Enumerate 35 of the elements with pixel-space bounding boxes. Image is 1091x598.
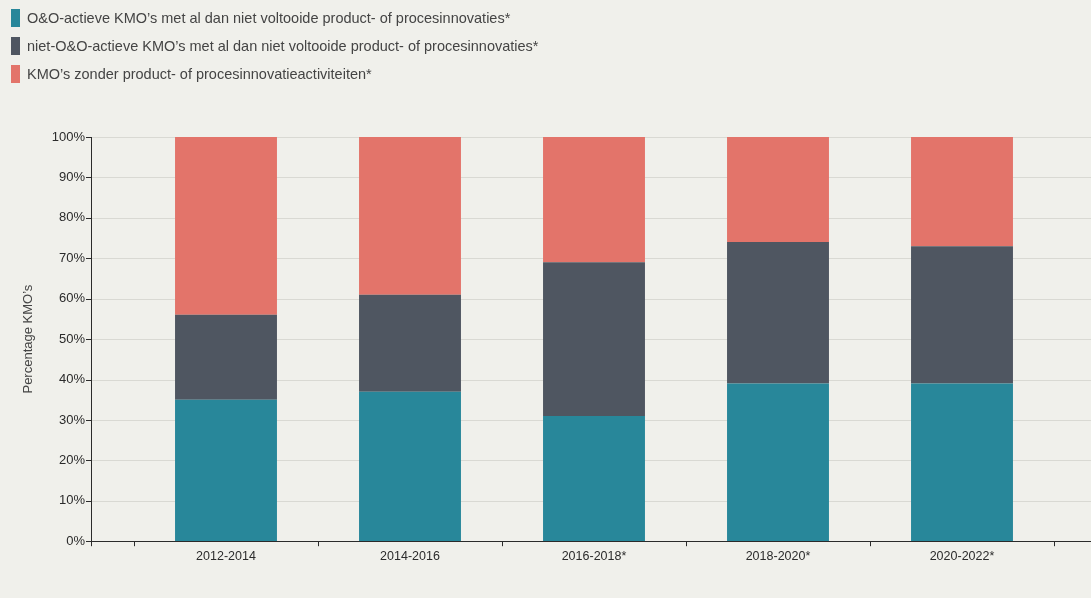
y-tick-label: 90% — [58, 169, 86, 184]
bar — [911, 383, 1013, 542]
bar — [543, 137, 645, 263]
y-tick-label: 40% — [58, 371, 86, 387]
x-tick-label: 2018-2020* — [745, 549, 811, 564]
x-tick-label: 2012-2014 — [196, 549, 256, 564]
bar — [359, 137, 461, 295]
legend-label: O&O-actieve KMO’s met al dan niet voltooide product- of procesinnovaties* — [27, 10, 511, 26]
bar — [175, 314, 277, 400]
y-axis-title: Percentage KMO’s — [20, 284, 36, 394]
y-tick-label: 10% — [58, 492, 86, 508]
y-tick-label: 20% — [58, 451, 86, 467]
bar — [727, 383, 829, 542]
bar — [911, 137, 1013, 247]
y-tick-label: 0% — [66, 532, 86, 548]
bar — [543, 415, 645, 542]
bar — [911, 246, 1013, 384]
bar — [727, 242, 829, 384]
legend-label: KMO’s zonder product- of procesinnovatieactiviteiten* — [27, 66, 372, 82]
bar — [175, 399, 277, 542]
bar — [727, 137, 829, 243]
y-tick-label: 100% — [51, 128, 86, 144]
y-tick-label: 50% — [58, 330, 86, 346]
x-tick-label: 2020-2022* — [929, 549, 995, 564]
bar — [543, 262, 645, 416]
bar — [359, 391, 461, 542]
bar — [175, 137, 277, 315]
x-tick-label: 2014-2016 — [380, 549, 440, 564]
y-tick-label: 70% — [58, 249, 86, 265]
bar — [359, 294, 461, 392]
y-tick-label: 80% — [58, 209, 86, 225]
x-tick-label: 2016-2018* — [561, 549, 627, 564]
y-tick-label: 60% — [58, 290, 86, 306]
y-tick-label: 30% — [58, 411, 86, 427]
legend-label: niet-O&O-actieve KMO’s met al dan niet voltooide product- of procesinnovaties* — [27, 38, 539, 54]
